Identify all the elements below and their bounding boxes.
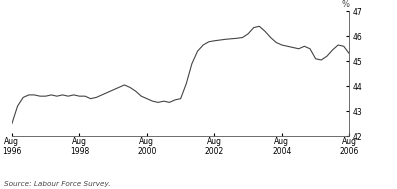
Text: Source: Labour Force Survey.: Source: Labour Force Survey. <box>4 181 110 187</box>
Text: %: % <box>341 0 349 9</box>
